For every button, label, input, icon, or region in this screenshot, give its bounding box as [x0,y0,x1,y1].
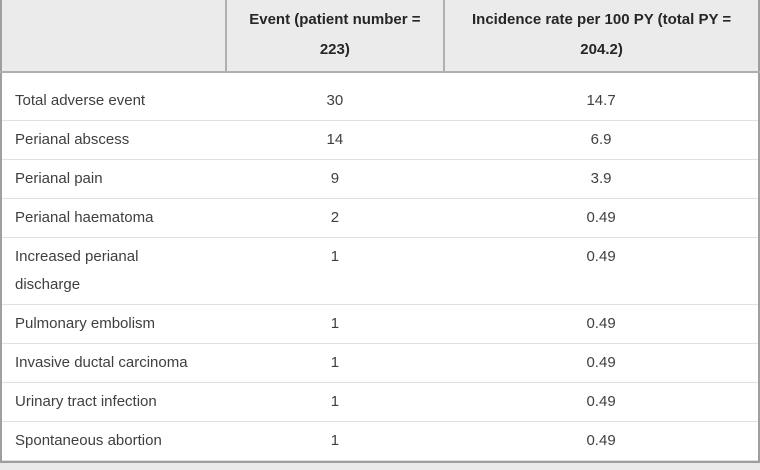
row-label: Urinary tract infection [1,382,226,422]
row-label: Perianal haematoma [1,198,226,238]
table-row: Invasive ductal carcinoma 1 0.49 [1,343,759,383]
incidence-rate: 0.49 [444,421,759,461]
event-count: 30 [225,72,445,121]
row-label: Pulmonary embolism [1,304,226,344]
row-label: Perianal pain [1,159,226,199]
incidence-rate: 0.49 [444,343,759,383]
row-label: Spontaneous abortion [1,421,226,461]
table-row: Urinary tract infection 1 0.49 [1,382,759,422]
event-count: 1 [225,343,445,383]
column-header-incidence-rate: Incidence rate per 100 PY (total PY = 20… [443,0,759,73]
incidence-rate: 0.49 [444,237,759,305]
table-row: Total adverse event 30 14.7 [1,72,759,121]
table-row: Pulmonary embolism 1 0.49 [1,304,759,344]
table-row: Perianal abscess 14 6.9 [1,120,759,160]
event-count: 1 [225,421,445,461]
table-row: Spontaneous abortion 1 0.49 [1,421,759,461]
table-row: Increased perianal discharge 1 0.49 [1,237,759,305]
row-label: Perianal abscess [1,120,226,160]
incidence-rate: 14.7 [444,72,759,121]
incidence-rate: 3.9 [444,159,759,199]
column-header-empty [1,0,226,73]
table-row: Perianal haematoma 2 0.49 [1,198,759,238]
row-label: Invasive ductal carcinoma [1,343,226,383]
table-body: Total adverse event 30 14.7 Perianal abs… [1,72,759,461]
event-count: 1 [225,304,445,344]
event-count: 9 [225,159,445,199]
row-label: Total adverse event [1,72,226,121]
incidence-rate: 0.49 [444,304,759,344]
column-header-event: Event (patient number = 223) [224,0,445,73]
event-count: 1 [225,382,445,422]
incidence-rate: 6.9 [444,120,759,160]
incidence-rate: 0.49 [444,382,759,422]
event-count: 1 [225,237,445,305]
event-count: 2 [225,198,445,238]
incidence-rate: 0.49 [444,198,759,238]
row-label: Increased perianal discharge [1,237,226,305]
table-row: Perianal pain 9 3.9 [1,159,759,199]
header-row: Event (patient number = 223) Incidence r… [1,0,759,73]
event-count: 14 [225,120,445,160]
cut-off-next-section-band [0,461,760,470]
